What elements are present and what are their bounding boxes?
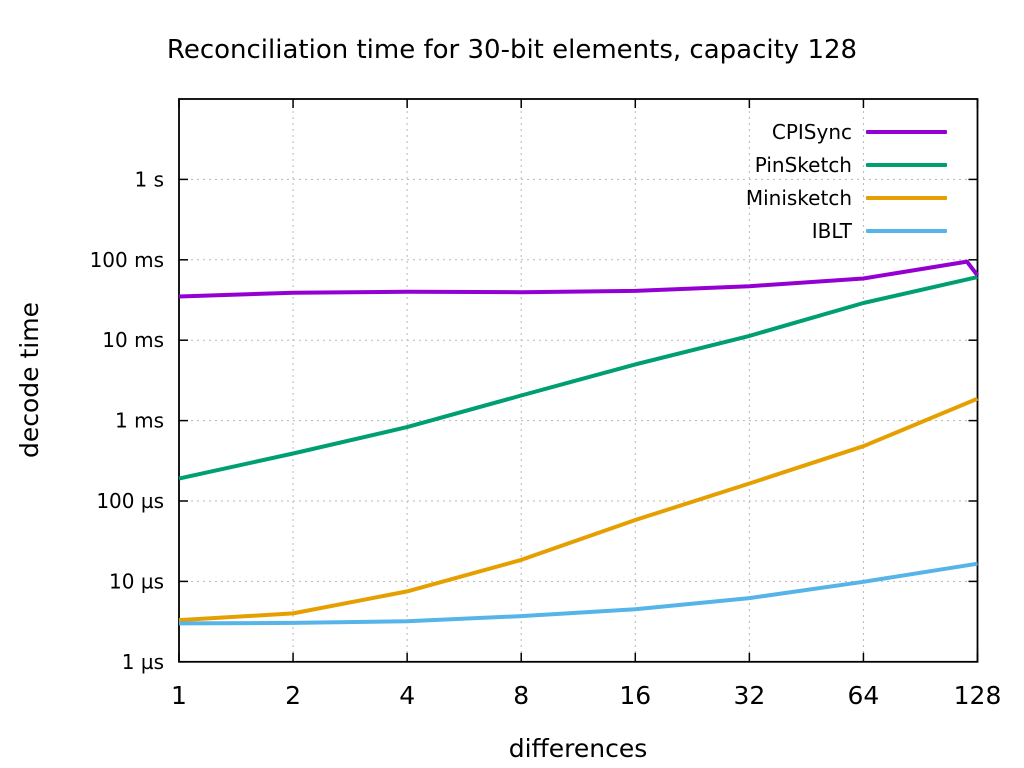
x-axis-label: differences: [509, 734, 648, 763]
y-tick-label: 1 s: [134, 167, 164, 191]
legend-item-iblt: IBLT: [746, 214, 947, 247]
y-tick-label: 1 ms: [115, 409, 164, 433]
x-tick-label: 1: [171, 681, 187, 710]
legend-line-swatch: [866, 129, 947, 134]
chart-title: Reconciliation time for 30-bit elements,…: [167, 35, 857, 65]
x-tick-label: 16: [619, 681, 651, 710]
y-tick-label: 100 ms: [90, 248, 164, 272]
legend-label: Minisketch: [745, 185, 852, 210]
legend-line-swatch: [866, 228, 947, 233]
series-line-iblt: [178, 561, 978, 626]
legend-line-swatch: [866, 162, 947, 167]
y-tick-label: 100 µs: [96, 489, 164, 513]
legend-label: IBLT: [811, 218, 852, 243]
plot-border: [178, 98, 979, 663]
y-tick-label: 1 µs: [122, 650, 164, 674]
y-axis-label: decode time: [15, 302, 44, 458]
x-tick-label: 128: [954, 681, 1002, 710]
legend-item-minisketch: Minisketch: [746, 181, 947, 214]
x-tick-label: 8: [513, 681, 529, 710]
legend: CPISync PinSketch Minisketch IBLT: [746, 115, 947, 247]
series-line-cpisync: [178, 259, 980, 299]
legend-label: CPISync: [771, 119, 852, 144]
y-tick-label: 10 µs: [109, 569, 164, 593]
series-line-minisketch: [178, 396, 979, 623]
legend-item-cpisync: CPISync: [746, 115, 947, 148]
x-tick-label: 2: [285, 681, 301, 710]
legend-label: PinSketch: [754, 152, 852, 177]
x-tick-label: 64: [848, 681, 880, 710]
x-tick-label: 4: [399, 681, 415, 710]
series-line-pinsketch: [178, 275, 978, 481]
x-tick-label: 32: [733, 681, 765, 710]
legend-line-swatch: [866, 195, 947, 200]
y-tick-label: 10 ms: [102, 328, 164, 352]
legend-item-pinsketch: PinSketch: [746, 148, 947, 181]
